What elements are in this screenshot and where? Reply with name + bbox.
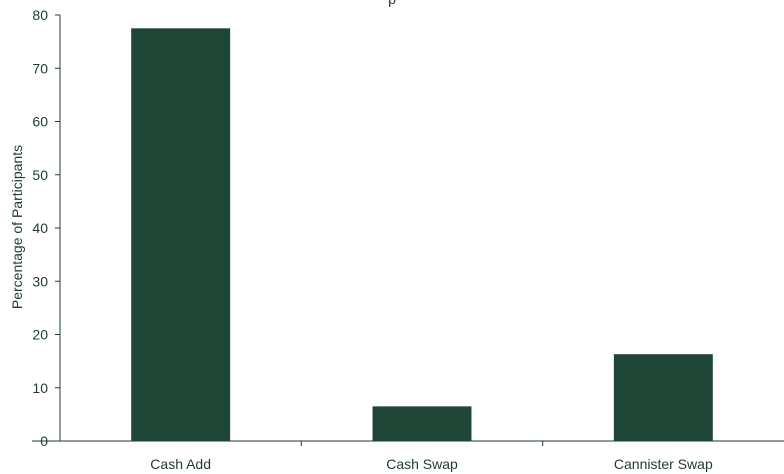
x-axis bbox=[32, 440, 784, 446]
x-category-label: Cash Add bbox=[150, 456, 211, 472]
chart-title: p bbox=[388, 0, 396, 7]
y-tick-label: 80 bbox=[32, 7, 48, 23]
bar-cash-add bbox=[131, 28, 231, 441]
y-tick-label: 70 bbox=[32, 60, 48, 76]
bars bbox=[131, 28, 713, 441]
y-tick-label: 40 bbox=[32, 220, 48, 236]
x-category-label: Cash Swap bbox=[386, 456, 458, 472]
y-tick-label: 60 bbox=[32, 114, 48, 130]
y-tick-label: 20 bbox=[32, 327, 48, 343]
category-labels: Cash Add Cash Swap Cannister Swap bbox=[150, 456, 713, 472]
y-tick-label: 30 bbox=[32, 273, 48, 289]
y-tick-label: 10 bbox=[32, 380, 48, 396]
y-tick-label: 50 bbox=[32, 167, 48, 183]
bar-cannister-swap bbox=[613, 354, 713, 441]
x-category-label: Cannister Swap bbox=[614, 456, 713, 472]
y-axis-title: Percentage of Participants bbox=[9, 145, 25, 309]
bar-cash-swap bbox=[372, 406, 472, 441]
